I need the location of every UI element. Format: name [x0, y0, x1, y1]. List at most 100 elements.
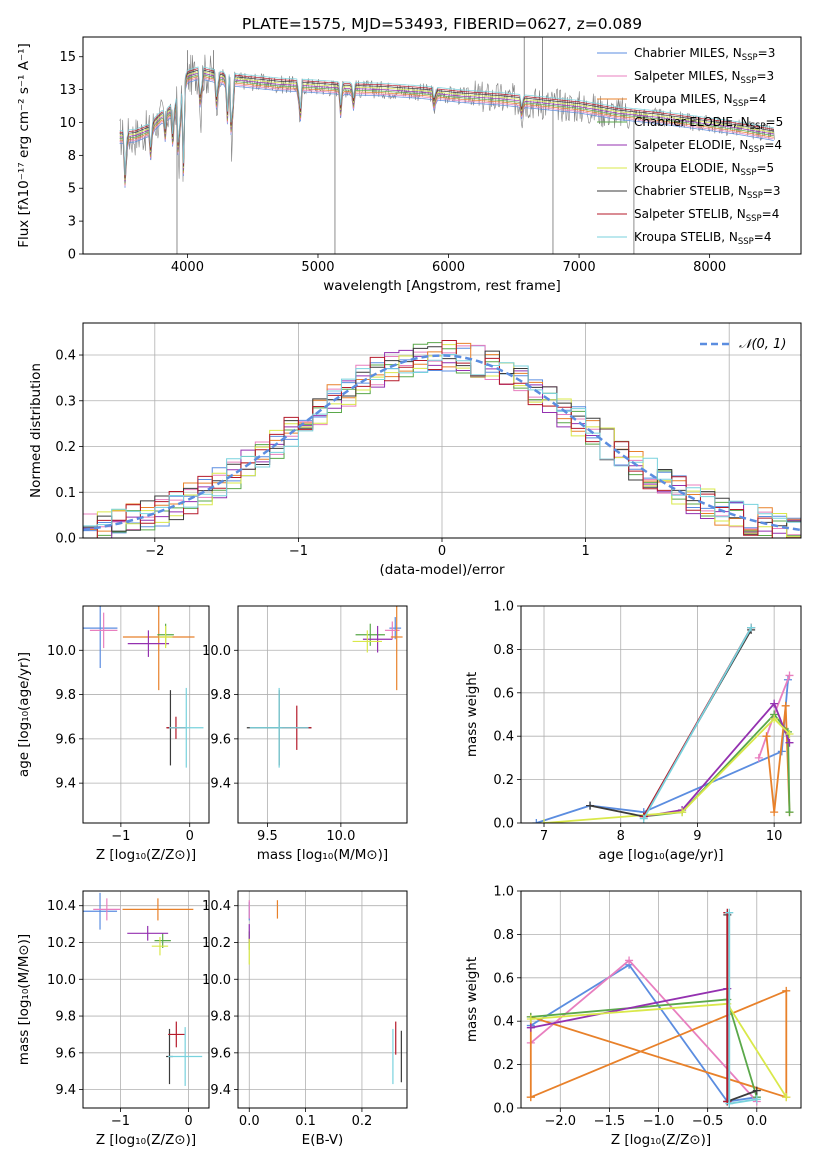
data-point [168, 1021, 185, 1048]
x-tick-label: 1 [581, 544, 589, 559]
y-tick-label: 9.6 [55, 1046, 76, 1061]
y-tick-label: 0.2 [493, 1058, 514, 1073]
x-axis-label: Z [log₁₀(Z/Z⊙)] [611, 1132, 711, 1148]
x-tick-label: −1 [111, 1114, 130, 1129]
y-tick-label: 0.2 [493, 773, 514, 788]
x-tick-label: 7000 [563, 260, 596, 275]
spectrum-area [119, 37, 775, 254]
y-tick-label: 9.4 [210, 1083, 231, 1098]
legend-label: 𝒩(0, 1) [739, 337, 786, 352]
x-tick-label: 0 [438, 544, 446, 559]
x-tick-label: 7 [540, 829, 548, 844]
series-marker [752, 1095, 761, 1104]
axes-4: 7 8 9 10 0.0 0.2 0.4 0.6 0.8 1.0 age [log₁₀(age/yr… [464, 600, 802, 863]
y-tick-label: 0.0 [493, 1102, 514, 1117]
series-marker [678, 808, 687, 817]
data-point [83, 892, 118, 930]
x-tick-label: 9.5 [257, 829, 278, 844]
axes-3: 9.5 10.0 9.4 9.6 9.8 10.0 mass [log₁₀(M/M⊙)] [202, 605, 408, 863]
model-spectrum-kroupa-stelib [119, 66, 774, 176]
y-tick-label: 10.2 [47, 936, 76, 951]
y-tick-label: 0.6 [493, 971, 514, 986]
y-tick-label: 3 [68, 215, 76, 230]
y-axis-label: mass [log₁₀(M/M⊙)] [16, 934, 32, 1065]
histogram-area [83, 340, 801, 538]
y-axis-label: mass weight [464, 672, 480, 757]
series-line-chabrier-miles [530, 963, 757, 1103]
series-line-chabrier-miles [536, 679, 789, 823]
y-tick-label: 0 [68, 248, 76, 263]
legend-label: Chabrier STELIB, NSSP=3 [634, 184, 781, 201]
y-tick-label: 0.2 [55, 440, 76, 455]
x-tick-label: 8 [617, 829, 625, 844]
x-tick-label: −1 [111, 829, 130, 844]
legend-label: Salpeter ELODIE, NSSP=4 [634, 138, 782, 155]
chart-title: PLATE=1575, MJD=53493, FIBERID=0627, z=0… [242, 15, 642, 33]
y-tick-label: 10 [59, 116, 76, 131]
y-tick-label: 0.1 [55, 486, 76, 501]
x-tick-label: 10.0 [326, 829, 355, 844]
series-marker [639, 814, 648, 823]
y-axis-label: Flux [fλ10⁻¹⁷ erg cm⁻² s⁻¹ A⁻¹] [16, 43, 32, 248]
x-tick-label: −1 [289, 544, 308, 559]
series-marker [782, 986, 791, 995]
points-area [246, 606, 403, 768]
x-tick-label: −0.5 [692, 1114, 724, 1129]
y-tick-label: 0.6 [493, 686, 514, 701]
data-point [390, 606, 403, 691]
lines-area [526, 908, 791, 1108]
x-tick-label: −2 [145, 544, 164, 559]
x-axis-label: mass [log₁₀(M/M⊙)] [257, 847, 388, 863]
y-tick-label: 9.4 [55, 777, 76, 792]
plot-frame [82, 322, 802, 539]
y-tick-label: 0.4 [493, 1015, 514, 1030]
x-axis-label: Z [log₁₀(Z/Z⊙)] [96, 847, 196, 863]
series-line-kroupa-miles [765, 705, 791, 813]
series-line-kroupa-elodie [543, 717, 791, 823]
y-tick-label: 0.0 [493, 817, 514, 832]
series-marker [625, 956, 634, 965]
data-point [249, 687, 309, 768]
y-tick-label: 9.6 [55, 732, 76, 747]
y-tick-label: 8 [68, 149, 76, 164]
x-tick-label: −2.0 [545, 1114, 577, 1129]
series-marker [725, 1099, 734, 1108]
y-tick-label: 0.4 [55, 349, 76, 364]
axes-5: −1 0 9.4 9.6 9.8 10.0 10.2 10.4 Z [log₁₀(Z/Z⊙)] m… [16, 890, 210, 1148]
x-tick-label: −1.0 [643, 1114, 675, 1129]
series-marker [782, 1093, 791, 1102]
data-point [355, 623, 385, 646]
series-line-chabrier-stelib [589, 629, 752, 818]
data-point [154, 933, 171, 949]
series-marker [725, 908, 734, 917]
y-tick-label: 15 [59, 50, 76, 65]
y-tick-label: 13 [59, 83, 76, 98]
series-line-chabrier-elodie [643, 713, 791, 818]
y-tick-label: 0.0 [55, 532, 76, 547]
plot-frame [82, 605, 210, 824]
axes-6: 0.0 0.1 0.2 9.4 9.6 9.8 10.0 10.2 10.4 E(B-V) [202, 890, 408, 1148]
data-point [122, 898, 194, 921]
y-tick-label: 10.0 [47, 973, 76, 988]
y-tick-label: 1.0 [493, 885, 514, 900]
legend: Chabrier MILES, NSSP=3 Salpeter MILES, NS… [597, 46, 783, 247]
series-marker [532, 819, 541, 823]
legend-label: Kroupa ELODIE, NSSP=5 [634, 161, 774, 178]
series-marker [785, 808, 794, 817]
series-line-kroupa-stelib [642, 627, 752, 820]
legend-label: Kroupa STELIB, NSSP=4 [634, 230, 772, 247]
series-marker [762, 732, 771, 741]
x-axis-label: age [log₁₀(age/yr)] [598, 847, 723, 863]
axes-7: −2.0 −1.5 −1.0 −0.5 0.0 0.0 0.2 0.4 0.6 0.8 1.0 Z [… [464, 885, 802, 1148]
x-tick-label: 9 [693, 829, 701, 844]
x-tick-label: −1.5 [594, 1114, 626, 1129]
data-point [127, 925, 169, 941]
y-axis-label: mass weight [464, 957, 480, 1042]
x-axis-label: (data-model)/error [379, 562, 505, 578]
points-area [83, 606, 204, 768]
data-point [389, 617, 402, 640]
series-marker [526, 1023, 535, 1032]
series-marker [752, 1086, 761, 1095]
data-point [352, 630, 383, 653]
